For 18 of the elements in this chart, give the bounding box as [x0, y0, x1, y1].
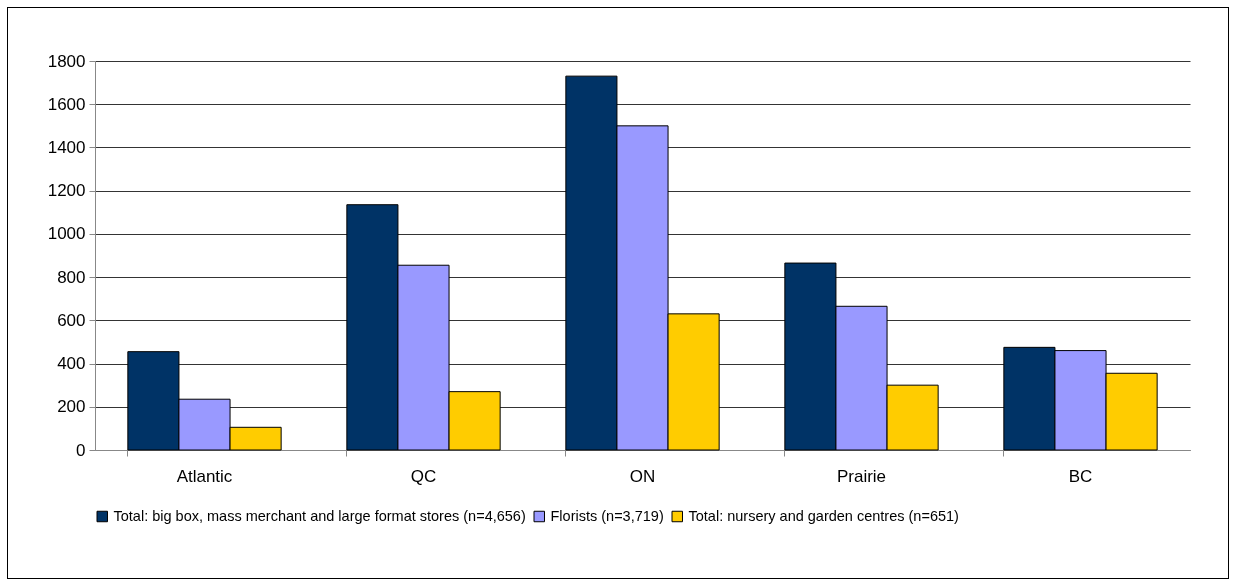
legend-label: Total: big box, mass merchant and large format stores (n=4,656) — [113, 507, 526, 524]
y-tick-label: 600 — [57, 310, 86, 330]
x-tick-label: Atlantic — [176, 466, 233, 486]
y-tick-label: 1800 — [47, 51, 86, 71]
legend-label: Total: nursery and garden centres (n=651) — [688, 507, 959, 524]
x-tick-label: BC — [1068, 466, 1093, 486]
x-tick-label: ON — [629, 466, 656, 486]
legend-label: Florists (n=3,719) — [550, 507, 664, 524]
x-tick-label: Prairie — [836, 466, 887, 486]
y-tick-label: 200 — [57, 397, 86, 417]
y-tick-label: 1000 — [47, 224, 86, 244]
x-tick-label: QC — [410, 466, 437, 486]
y-tick-label: 1400 — [47, 137, 86, 157]
y-tick-label: 0 — [76, 440, 86, 460]
y-tick-label: 800 — [57, 267, 86, 287]
y-tick-label: 1600 — [47, 94, 86, 114]
y-tick-label: 1200 — [47, 181, 86, 201]
y-tick-label: 400 — [57, 354, 86, 374]
